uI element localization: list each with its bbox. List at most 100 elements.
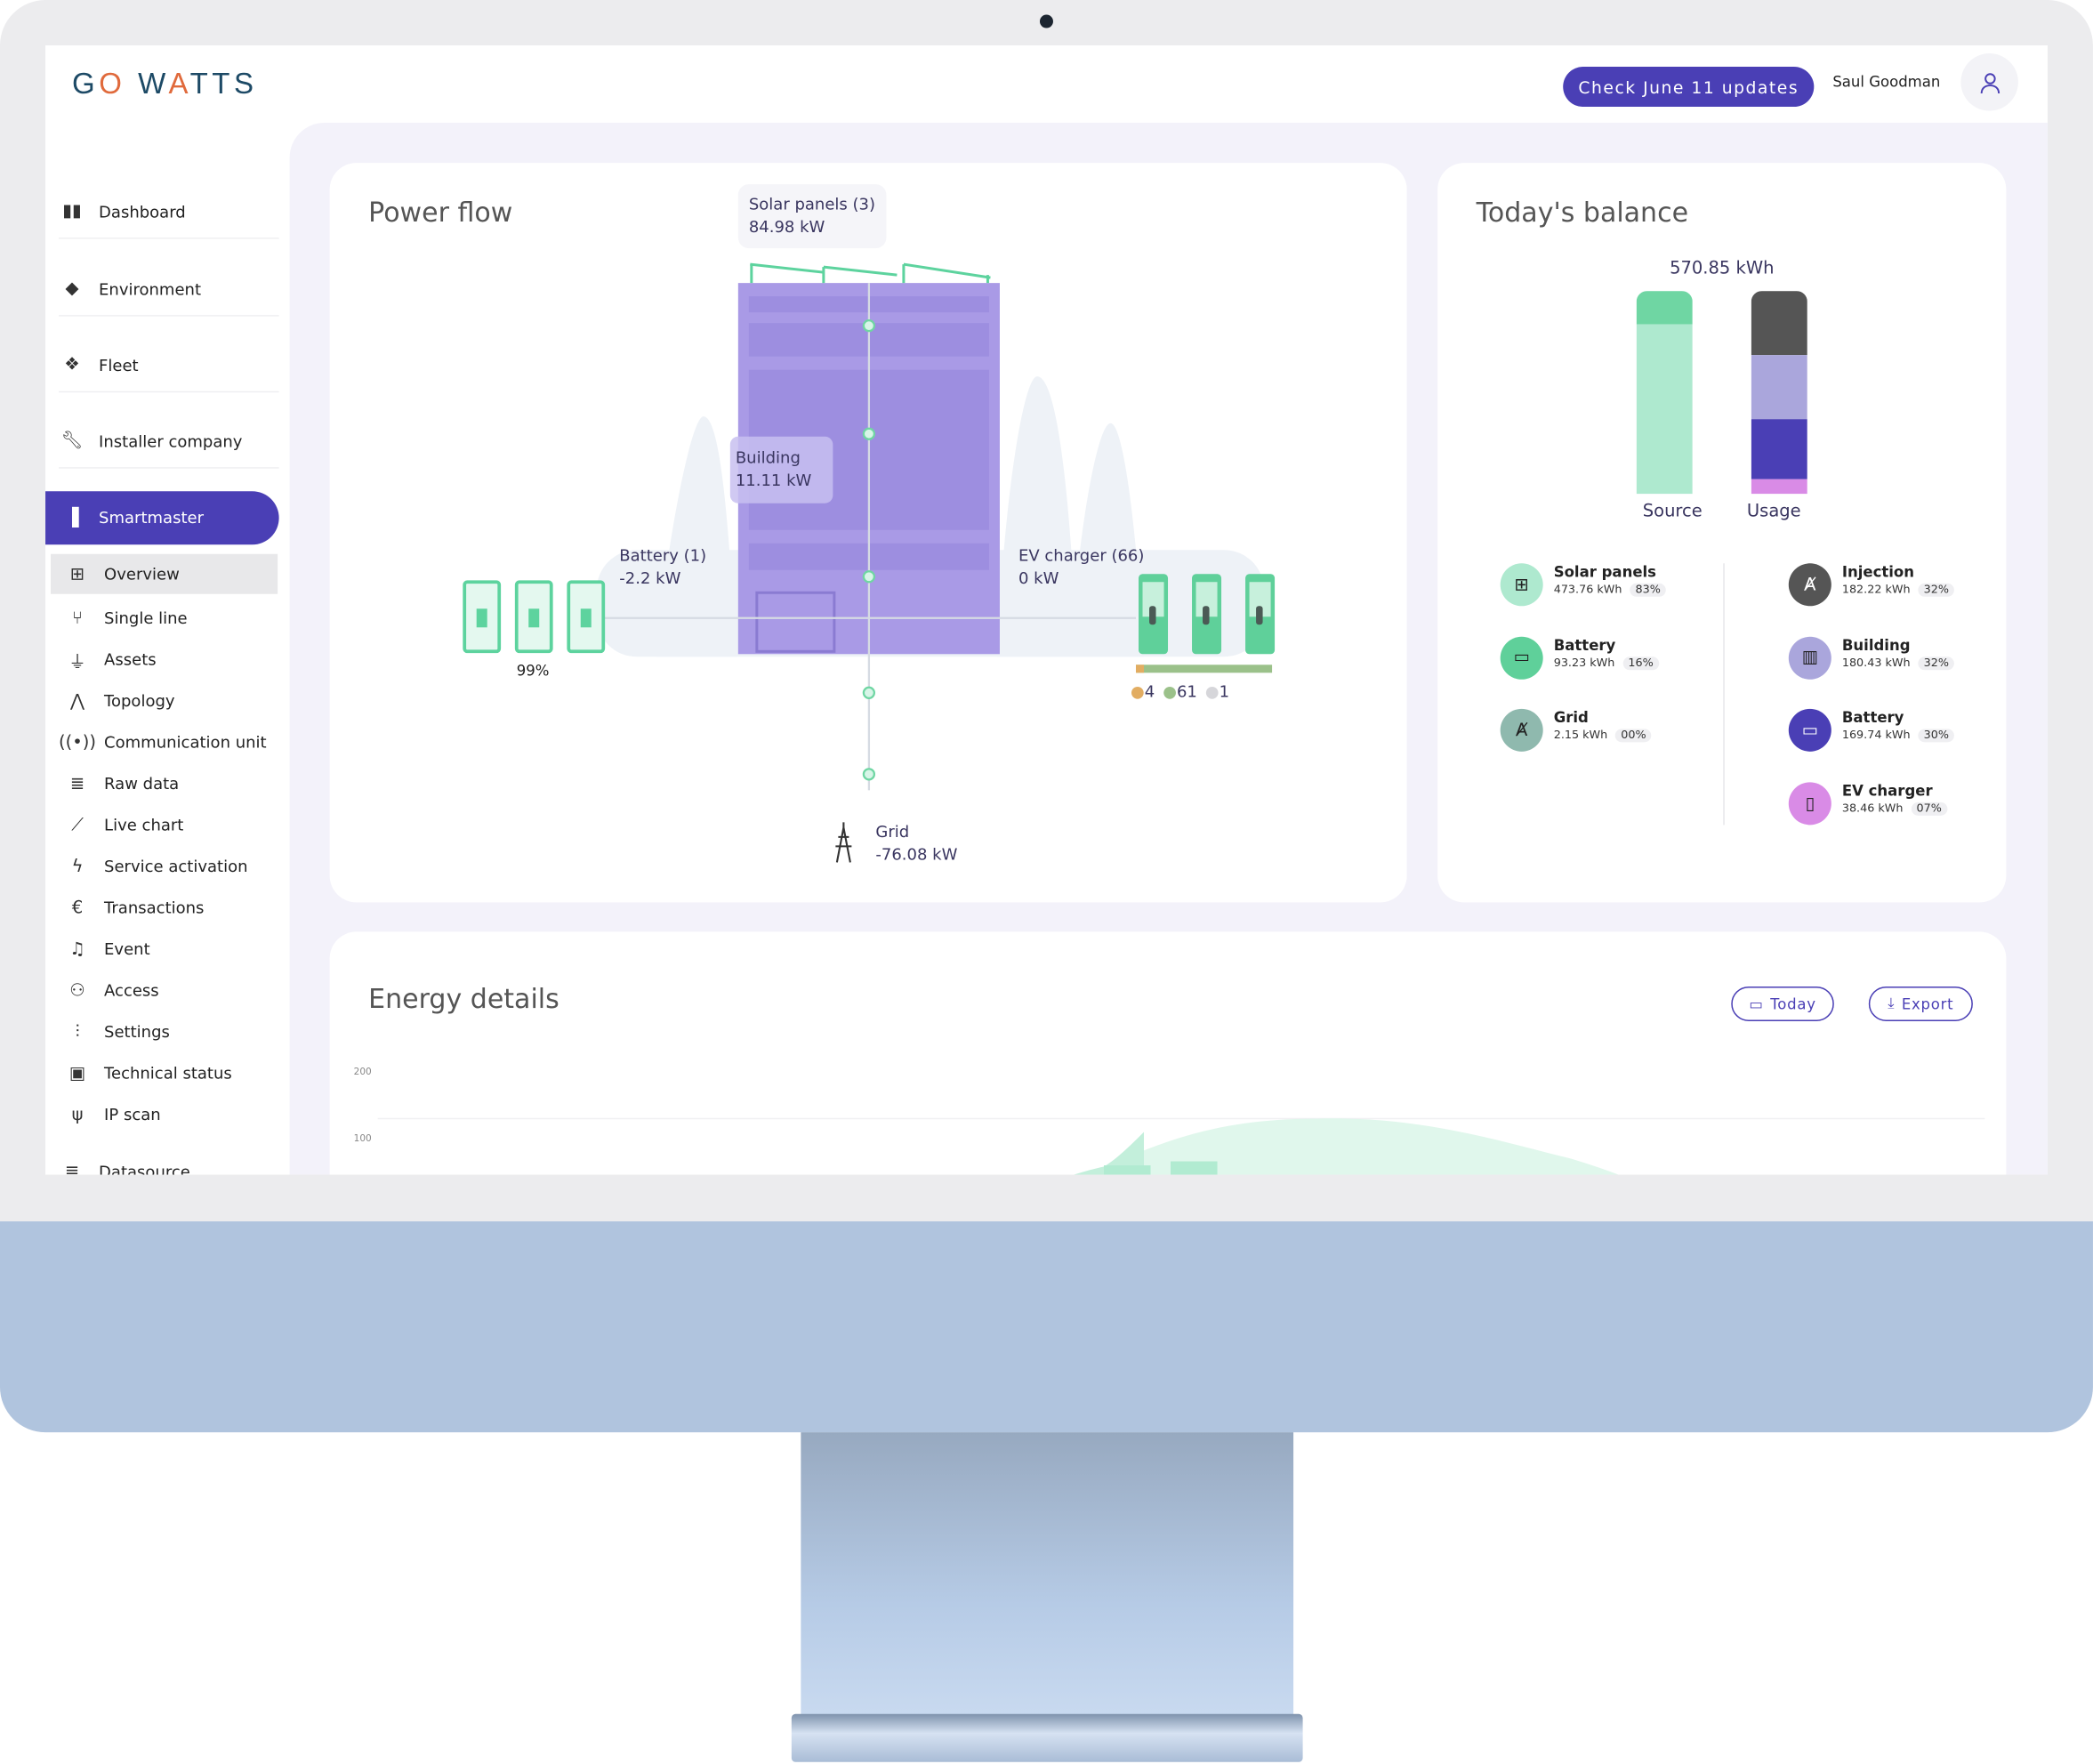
sidebar-item-label: Dashboard <box>99 202 186 222</box>
energy-title: Energy details <box>368 982 559 1015</box>
item-value: 473.76 kWh <box>1553 583 1622 597</box>
sidebar-item-label: Datasource <box>99 1163 190 1175</box>
sidebar-subitem-access[interactable]: ⚇ Access <box>64 971 278 1011</box>
usage-segment <box>1751 419 1807 480</box>
avatar[interactable] <box>1960 53 2018 111</box>
usage-label: Usage <box>1746 502 1801 522</box>
sliders-icon: ⫶ <box>75 1021 80 1043</box>
balance-item: Ⱥ Grid 2.15 kWh 00% <box>1500 709 1714 753</box>
usage-segment <box>1751 355 1807 420</box>
sidebar-item-installer-company[interactable]: 🔧︎ Installer company <box>59 415 279 469</box>
sidebar-subitem-overview[interactable]: ⊞ Overview <box>51 553 278 594</box>
sidebar-subitem-label: Transactions <box>104 898 205 917</box>
balance-item: ▭ Battery 169.74 kWh 30% <box>1788 709 2002 753</box>
sidebar-item-fleet[interactable]: ❖ Fleet <box>59 339 279 393</box>
sidebar-subitem-communication-unit[interactable]: ((•)) Communication unit <box>59 722 278 762</box>
ev-label: EV charger (66) 0 kW <box>1018 545 1145 588</box>
balance-title: Today's balance <box>1476 196 1689 229</box>
energy-bar <box>1103 1165 1151 1175</box>
topology-icon: ⋀ <box>70 690 85 712</box>
item-percent: 16% <box>1622 656 1659 670</box>
solar-label: Solar panels (3) 84.98 kW <box>737 184 887 249</box>
sidebar-subitem-technical-status[interactable]: ▣ Technical status <box>64 1053 278 1093</box>
sidebar-item-dashboard[interactable]: ▮▮ Dashboard <box>59 186 279 239</box>
single-line-icon: ⑂ <box>72 608 83 629</box>
balance-item: ▯ EV charger 38.46 kWh 07% <box>1788 782 2002 826</box>
sidebar-item-smartmaster[interactable]: ▐ Smartmaster <box>45 491 279 545</box>
database-icon: ≣ <box>64 1162 80 1175</box>
sidebar-subitem-label: Live chart <box>104 815 184 834</box>
ev-charger-units <box>1139 574 1276 655</box>
sidebar-item-label: Fleet <box>99 355 139 375</box>
sidebar-subitem-single-line[interactable]: ⑂ Single line <box>64 598 278 638</box>
sidebar-subitem-transactions[interactable]: € Transactions <box>64 888 278 928</box>
sidebar-subitem-service-activation[interactable]: ϟ Service activation <box>64 846 278 886</box>
sidebar-subitem-raw-data[interactable]: ≣ Raw data <box>64 763 278 803</box>
export-button[interactable]: ⤓ Export <box>1868 986 1973 1021</box>
item-value: 93.23 kWh <box>1553 656 1615 670</box>
item-name: Grid <box>1553 709 1589 727</box>
monitor-stand <box>801 1432 1294 1720</box>
item-percent: 32% <box>1918 583 1954 597</box>
antenna-icon: ψ <box>71 1104 84 1125</box>
item-value: 180.43 kWh <box>1841 656 1911 670</box>
item-name: EV charger <box>1841 782 1933 801</box>
energy-bar <box>1171 1161 1218 1175</box>
ev-charger-icon: ▯ <box>1788 782 1831 826</box>
fleet-icon: ❖ <box>64 355 80 375</box>
sidebar-subitem-label: Topology <box>104 691 175 711</box>
euro-icon: € <box>71 898 84 918</box>
bell-icon: ♫ <box>69 938 85 960</box>
source-label: Source <box>1642 502 1703 522</box>
sidebar-subitem-label: Service activation <box>104 857 248 876</box>
battery-label: Battery (1) -2.2 kW <box>619 545 707 588</box>
energy-chart <box>377 1117 1985 1175</box>
balance-card: Today's balance 570.85 kWh Source Usage … <box>1437 163 2007 903</box>
sidebar-subitem-label: Access <box>104 980 159 1000</box>
balance-item: ⊞ Solar panels 473.76 kWh 83% <box>1500 563 1714 607</box>
factory-icon: ▥ <box>1788 636 1831 680</box>
wrench-icon: 🔧︎ <box>60 431 84 452</box>
bar-chart-icon: ▐ <box>65 507 79 528</box>
database-icon: ≣ <box>69 773 85 794</box>
logo[interactable]: GO WATTS <box>72 67 258 101</box>
broadcast-icon: ((•)) <box>59 732 97 753</box>
today-button[interactable]: ▭ Today <box>1731 986 1834 1021</box>
sidebar-item-label: Environment <box>99 279 202 299</box>
flow-dots <box>862 319 876 781</box>
item-value: 38.46 kWh <box>1841 802 1904 817</box>
sidebar-subitem-label: Settings <box>104 1022 170 1042</box>
sidebar-item-environment[interactable]: ◆ Environment <box>59 263 279 317</box>
power-flow-card: Power flow <box>329 163 1407 903</box>
sidebar-subitem-assets[interactable]: ⏚ Assets <box>64 640 278 680</box>
y-tick-100: 100 <box>353 1133 372 1145</box>
calendar-icon: ▭ <box>1749 995 1764 1013</box>
sidebar-subitem-event[interactable]: ♫ Event <box>64 929 278 969</box>
sidebar-subitem-label: Event <box>104 939 150 959</box>
download-icon: ⤓ <box>1888 994 1896 1012</box>
sidebar-subitem-label: Technical status <box>104 1063 232 1083</box>
battery-icon: ▭ <box>1500 636 1543 680</box>
item-percent: 32% <box>1918 656 1954 670</box>
energy-details-card: Energy details ▭ Today ⤓ Export 200 100 <box>329 931 2007 1175</box>
item-name: Battery <box>1553 636 1616 654</box>
sidebar-item-datasource[interactable]: ≣ Datasource <box>59 1146 279 1175</box>
sidebar-subitem-live-chart[interactable]: ⟋ Live chart <box>64 805 278 845</box>
sidebar-subitem-settings[interactable]: ⫶ Settings <box>64 1011 278 1051</box>
item-name: Building <box>1841 636 1911 654</box>
diamond-icon: ◆ <box>65 278 79 300</box>
sidebar-subitem-ip-scan[interactable]: ψ IP scan <box>64 1094 278 1134</box>
battery-soc: 99% <box>516 662 550 680</box>
usage-bar <box>1751 291 1807 495</box>
item-percent: 83% <box>1630 583 1666 597</box>
energy-area <box>1078 1118 1619 1175</box>
item-name: Battery <box>1841 709 1904 727</box>
dashboard-icon: ▮▮ <box>62 201 82 222</box>
item-value: 169.74 kWh <box>1841 729 1911 743</box>
usage-segment <box>1751 291 1807 356</box>
sidebar-item-label: Installer company <box>99 431 243 451</box>
check-updates-button[interactable]: Check June 11 updates <box>1563 67 1815 108</box>
source-segment <box>1636 323 1693 495</box>
sidebar-subitem-topology[interactable]: ⋀ Topology <box>64 681 278 721</box>
sidebar-subitem-label: Assets <box>104 649 157 669</box>
